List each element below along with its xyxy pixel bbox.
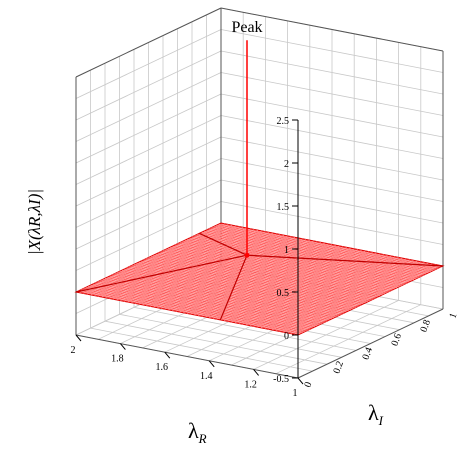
z-tick-label: -0.5 xyxy=(273,374,289,385)
axis-edge xyxy=(297,308,444,379)
surface-mesh-line xyxy=(101,227,248,298)
z-tick-label: 1.5 xyxy=(277,202,290,213)
grid-line xyxy=(90,327,313,372)
surface-mesh-line xyxy=(199,233,422,277)
x-axis-title: λR xyxy=(188,418,207,446)
surface-mesh-line xyxy=(79,223,225,293)
y-tick-label: 0.8 xyxy=(418,318,433,334)
z-tick-label: 2 xyxy=(284,159,289,170)
z-tick-label: 0.5 xyxy=(277,288,290,299)
ridge-line xyxy=(219,254,248,321)
surface-mesh-line xyxy=(98,227,244,297)
z-axis-title: |X(λR,λI)| xyxy=(25,189,44,255)
surface-mesh-line xyxy=(208,228,431,272)
surface-mesh-line xyxy=(218,223,441,268)
peak-annotation: Peak xyxy=(231,19,262,36)
x-tick-label: 1.4 xyxy=(200,371,213,382)
x-tick-mark xyxy=(208,360,215,368)
surface-mesh-line xyxy=(204,230,427,275)
ridge-line xyxy=(199,232,248,256)
axis-edge xyxy=(220,7,444,52)
x-tick-label: 2 xyxy=(71,345,76,356)
ridge-line xyxy=(75,254,248,293)
grid-line xyxy=(133,307,357,351)
surface-mesh-line xyxy=(206,229,429,274)
x-tick-label: 1.8 xyxy=(111,354,124,365)
x-tick-mark xyxy=(75,334,82,342)
surface-mesh-line xyxy=(86,224,233,295)
surface-mesh-line xyxy=(94,226,240,296)
grid-line xyxy=(119,313,342,358)
y-axis-title: λI xyxy=(368,400,384,428)
x-tick-label: 1.6 xyxy=(156,362,169,373)
x-tick-mark xyxy=(297,377,304,385)
z-tick-label: 2.5 xyxy=(277,116,290,127)
y-tick-label: 0 xyxy=(302,381,314,389)
y-tick-label: 0.4 xyxy=(360,346,375,362)
y-tick-label: 0.6 xyxy=(389,332,404,348)
surface-mesh-line xyxy=(196,234,419,278)
tick-labels: -0.5 0 0.5 1 1.5 2 2.5 1 1.2 1.4 1.6 1.8 2 0 0.2 0.4 0.6… xyxy=(71,116,460,399)
x-tick-label: 1.2 xyxy=(244,379,257,390)
surface-mesh-line xyxy=(201,231,424,276)
x-tick-label: 1 xyxy=(293,388,298,399)
z-tick-label: 0 xyxy=(284,331,289,342)
z-tick-label: 1 xyxy=(284,245,289,256)
x-tick-mark xyxy=(164,351,171,359)
axis-edge xyxy=(75,7,222,78)
surface-mesh-line xyxy=(109,229,255,299)
surface-mesh-line xyxy=(216,225,439,269)
surface-mesh-line xyxy=(213,226,436,270)
peak-marker xyxy=(244,252,250,258)
axis-edge xyxy=(75,334,299,379)
surface-mesh-line xyxy=(105,228,251,298)
grid-line xyxy=(104,320,328,365)
x-tick-mark xyxy=(120,343,126,350)
x-tick-mark xyxy=(253,369,259,376)
y-tick-label: 1 xyxy=(447,312,459,320)
y-tick-label: 0.2 xyxy=(331,360,346,376)
ridge-line xyxy=(246,254,444,267)
surface xyxy=(74,222,445,336)
